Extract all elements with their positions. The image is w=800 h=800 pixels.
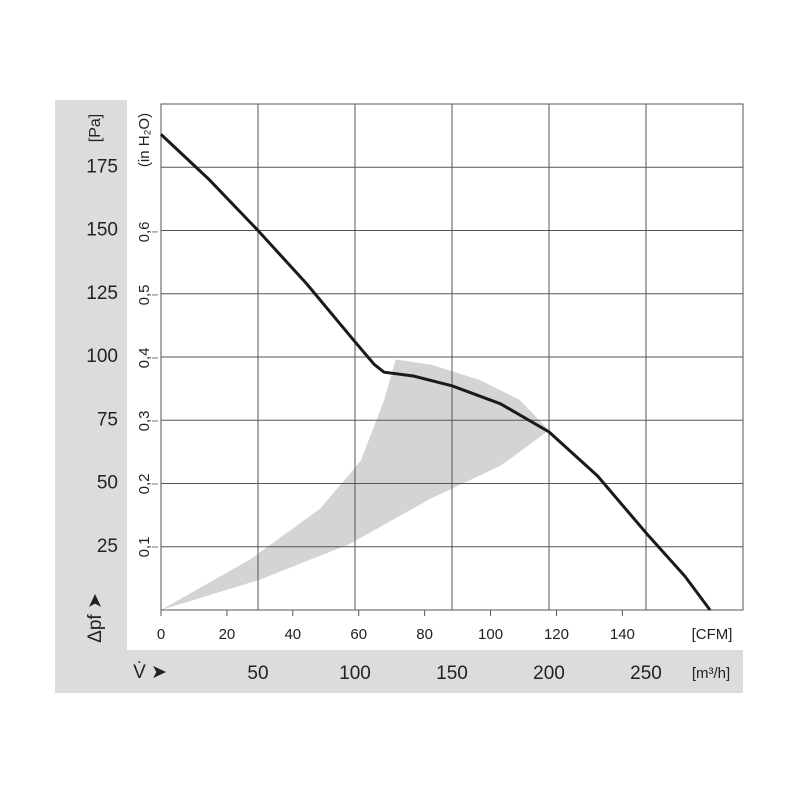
x2-tick-label: 140: [610, 626, 635, 643]
x2-tick-label: 80: [416, 626, 433, 643]
y-unit: [Pa]: [87, 114, 104, 142]
y-tick-label: 50: [97, 473, 118, 494]
y2-tick-label: 0,5: [136, 285, 153, 306]
y-tick-label: 150: [86, 220, 118, 241]
y-tick-label: 25: [97, 536, 118, 557]
y-axis-label: Δpf ➤: [85, 593, 106, 643]
bottom-band: [55, 650, 743, 693]
x-tick-label: 50: [247, 663, 268, 684]
x-tick-label: 250: [630, 663, 662, 684]
plot-area: [159, 103, 744, 616]
y-tick-label: 75: [97, 409, 118, 430]
x-tick-label: 150: [436, 663, 468, 684]
x-tick-label: 200: [533, 663, 565, 684]
x2-tick-label: 40: [284, 626, 301, 643]
y2-tick-label: 0,3: [136, 411, 153, 432]
y2-unit: (in H₂O): [136, 113, 153, 167]
fan-curve: [159, 133, 712, 611]
x-tick-label: 100: [339, 663, 371, 684]
y-tick-label: 175: [86, 156, 118, 177]
plot-frame: [160, 103, 744, 611]
y2-tick-label: 0,2: [136, 474, 153, 495]
x2-tick-label: 20: [219, 626, 236, 643]
x-unit: [m³/h]: [692, 665, 730, 682]
x2-tick-label: 0: [157, 626, 165, 643]
left-band: [55, 100, 127, 693]
x2-tick-label: 100: [478, 626, 503, 643]
x-axis-label: V̇ ➤: [133, 662, 167, 683]
x2-unit: [CFM]: [692, 626, 733, 643]
y-tick-label: 100: [86, 346, 118, 367]
y-tick-label: 125: [86, 283, 118, 304]
y2-tick-label: 0,4: [136, 348, 153, 369]
y2-tick-label: 0,6: [136, 221, 153, 242]
x2-tick-label: 60: [350, 626, 367, 643]
x2-tick-label: 120: [544, 626, 569, 643]
y2-tick-label: 0,1: [136, 537, 153, 558]
